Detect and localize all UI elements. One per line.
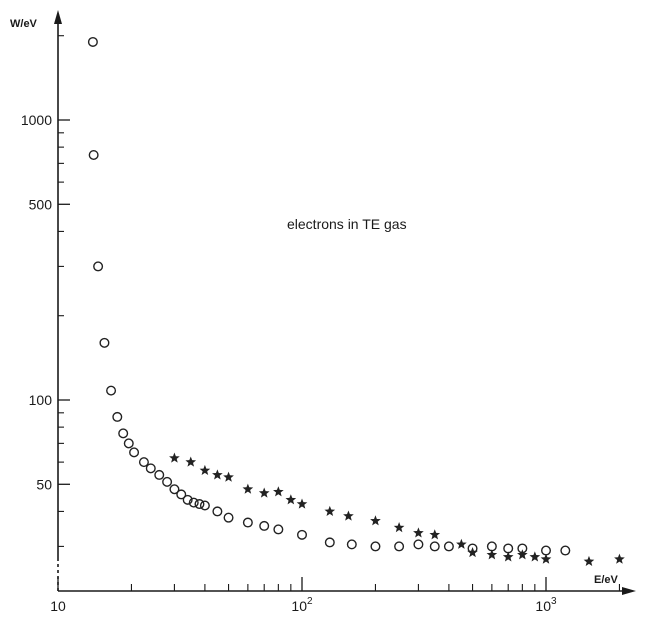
x-tick-label: 10 (50, 598, 66, 614)
star-point (285, 494, 297, 505)
star-point (583, 555, 595, 567)
circle-point (297, 529, 308, 540)
y-tick-label: 100 (29, 392, 53, 408)
star-point (517, 549, 528, 560)
tick-labels: 50 100 500 1000 10 102 103 (21, 112, 557, 614)
x-tick-label: 103 (535, 596, 557, 614)
circle-point (223, 512, 234, 523)
circle-point (93, 261, 104, 272)
circle-point (99, 337, 110, 348)
circle-point (346, 539, 357, 550)
star-point (529, 551, 541, 562)
ticks (57, 35, 621, 591)
chart-annotation: electrons in TE gas (287, 216, 407, 232)
circle-point (182, 494, 193, 505)
circle-point (154, 469, 165, 480)
circle-point (199, 500, 210, 511)
circle-point (162, 476, 173, 487)
star-point (273, 486, 284, 497)
circle-point (242, 517, 253, 528)
circle-point (541, 545, 552, 556)
y-tick-label: 50 (36, 476, 52, 492)
circle-point (123, 438, 134, 449)
circle-point (413, 539, 424, 550)
star-point (258, 487, 270, 498)
circle-point (443, 541, 454, 552)
circle-point (88, 149, 99, 160)
circle-point (259, 520, 270, 531)
x-axis-title: E/eV (594, 574, 619, 586)
circle-point (429, 541, 440, 552)
y-tick-label: 500 (29, 196, 53, 212)
star-point (324, 505, 336, 516)
star-point (393, 522, 405, 533)
star-point (223, 471, 234, 482)
y-axis-arrow (54, 10, 62, 24)
axes (54, 10, 636, 595)
star-point (343, 510, 354, 521)
circle-point (138, 457, 149, 468)
y-axis-title: W/eV (10, 18, 38, 30)
circle-point (324, 537, 335, 548)
star-point (242, 483, 254, 494)
circle-point (87, 36, 98, 47)
circle-point (370, 541, 381, 552)
circle-point (106, 385, 117, 396)
star-point (212, 469, 223, 480)
circle-point (176, 489, 187, 500)
circle-point (129, 447, 140, 458)
star-point (169, 452, 180, 463)
star-point (199, 464, 211, 476)
circle-point (188, 497, 199, 508)
star-point (467, 547, 478, 558)
circle-point (560, 545, 571, 556)
circle-point (145, 463, 156, 474)
circle-point (112, 411, 123, 422)
y-tick-label: 1000 (21, 112, 52, 128)
x-tick-label: 102 (291, 596, 313, 614)
star-point (296, 498, 308, 509)
star-point (185, 456, 197, 467)
circle-point (169, 484, 180, 495)
star-point (540, 553, 552, 564)
data-marks (87, 36, 625, 567)
circle-point (394, 541, 405, 552)
circle-point (273, 524, 284, 535)
circle-point (212, 506, 223, 517)
star-point (429, 529, 441, 540)
star-point (614, 553, 625, 564)
x-axis-arrow (622, 587, 636, 595)
star-point (456, 538, 467, 549)
circle-point (118, 428, 129, 439)
star-point (486, 549, 498, 560)
star-point (413, 527, 424, 538)
star-point (502, 551, 514, 562)
circle-point (194, 499, 205, 510)
star-point (370, 515, 381, 526)
